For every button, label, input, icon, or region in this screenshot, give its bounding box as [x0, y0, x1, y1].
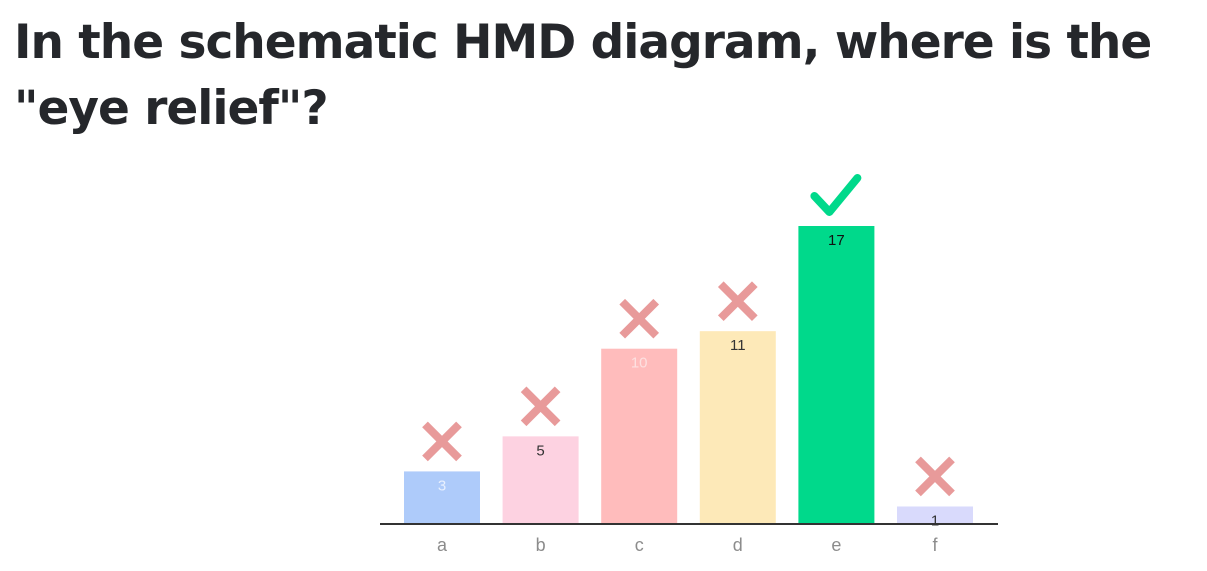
- category-label-a: a: [437, 535, 448, 555]
- value-label-b: 5: [536, 442, 544, 459]
- value-label-e: 17: [828, 232, 845, 249]
- cross-icon: [422, 421, 462, 462]
- markers-layer: [422, 174, 955, 497]
- category-label-d: d: [733, 535, 743, 555]
- cross-icon: [717, 281, 758, 322]
- bar-e: [798, 226, 875, 524]
- bar-c: [601, 348, 678, 524]
- question-title: In the schematic HMD diagram, where is t…: [14, 15, 1152, 136]
- category-label-f: f: [932, 535, 938, 555]
- cross-icon: [915, 456, 955, 497]
- category-label-b: b: [536, 535, 546, 555]
- bar-f: [897, 506, 973, 524]
- value-label-a: 3: [438, 477, 446, 494]
- category-label-c: c: [635, 535, 644, 555]
- check-icon: [810, 174, 862, 216]
- cross-icon: [520, 386, 561, 427]
- value-label-c: 10: [631, 355, 648, 372]
- cross-icon: [619, 298, 660, 339]
- value-label-f: 1: [931, 512, 939, 529]
- bars-layer: [404, 226, 973, 524]
- value-label-d: 11: [730, 337, 746, 354]
- bar-d: [699, 331, 776, 524]
- bar-a: [404, 471, 480, 524]
- category-label-e: e: [831, 535, 841, 555]
- labels-layer: 3 a 5 b 10 c 11 d 17 e 1 f: [437, 232, 939, 555]
- bar-b: [502, 436, 579, 524]
